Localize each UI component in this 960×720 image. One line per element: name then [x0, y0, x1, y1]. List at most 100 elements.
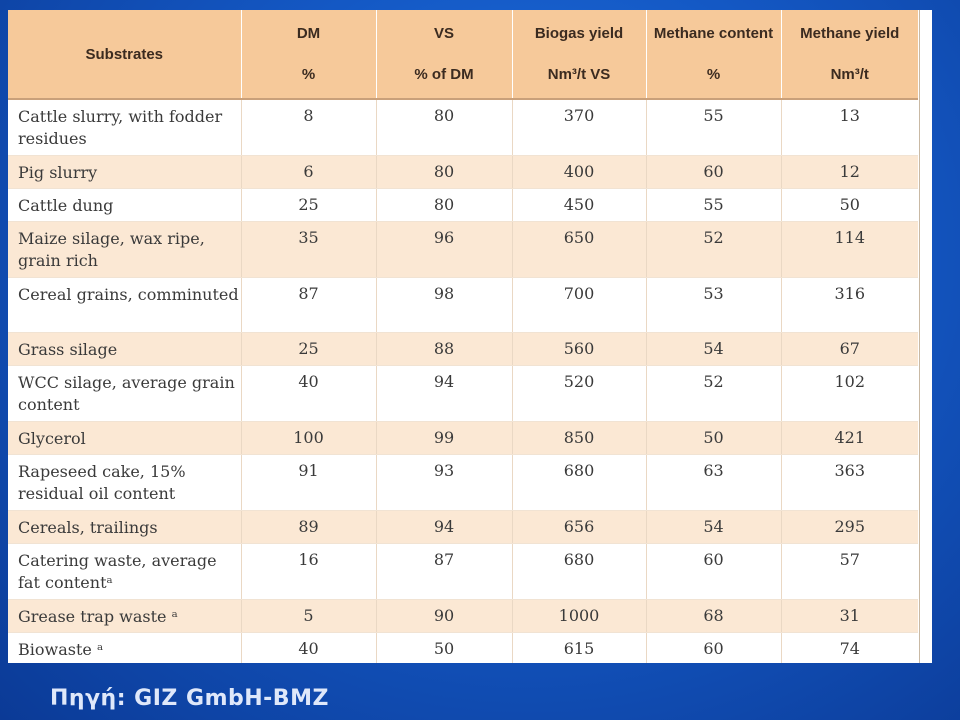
cell-biogas-yield: 1000	[511, 599, 646, 633]
cell-dm: 25	[240, 188, 376, 222]
cell-vs: 93	[375, 454, 512, 511]
cell-methane-content: 52	[645, 365, 781, 422]
cell-methane-yield: 363	[780, 454, 918, 511]
header-methane-yield: Methane yield Nm³/t	[780, 10, 918, 100]
table-image: Substrates DM% VS% of DM Biogas yield Nm³…	[8, 10, 932, 663]
table-row: Cereal grains, comminuted 87 98 700 53 316	[8, 277, 918, 333]
cell-methane-content: 60	[645, 632, 781, 663]
table-row: Rapeseed cake, 15% residual oil content 9…	[8, 454, 918, 511]
cell-methane-content: 68	[645, 599, 781, 633]
cell-methane-content: 50	[645, 421, 781, 455]
cell-methane-yield: 67	[780, 332, 918, 366]
cell-biogas-yield: 450	[511, 188, 646, 222]
header-dm: DM%	[240, 10, 376, 100]
cell-methane-yield: 50	[780, 188, 918, 222]
cell-dm: 87	[240, 277, 376, 333]
source-caption: Πηγή: GIZ GmbH-BMZ	[50, 686, 329, 711]
table-row: WCC silage, average grain content 40 94 520…	[8, 365, 918, 422]
biogas-substrates-table: Substrates DM% VS% of DM Biogas yield Nm³…	[8, 10, 918, 663]
table-right-edge	[919, 10, 932, 663]
header-row: Substrates DM% VS% of DM Biogas yield Nm³…	[8, 10, 918, 100]
cell-vs: 50	[375, 632, 512, 663]
cell-dm: 91	[240, 454, 376, 511]
cell-vs: 98	[375, 277, 512, 333]
table-row: Maize silage, wax ripe, grain rich 35 96 65…	[8, 221, 918, 278]
table-row: Grease trap waste ᵃ 5 90 1000 68 31	[8, 599, 918, 633]
header-biogas-yield: Biogas yield Nm³/t VS	[511, 10, 646, 100]
cell-vs: 94	[375, 510, 512, 544]
cell-substrate: Biowaste ᵃ	[8, 632, 241, 663]
cell-methane-yield: 12	[780, 155, 918, 189]
cell-dm: 40	[240, 632, 376, 663]
cell-biogas-yield: 680	[511, 454, 646, 511]
cell-substrate: Grease trap waste ᵃ	[8, 599, 241, 633]
cell-methane-yield: 13	[780, 99, 918, 156]
cell-vs: 80	[375, 155, 512, 189]
cell-methane-content: 54	[645, 510, 781, 544]
cell-vs: 90	[375, 599, 512, 633]
cell-substrate: Grass silage	[8, 332, 241, 366]
cell-dm: 35	[240, 221, 376, 278]
table-row: Pig slurry 6 80 400 60 12	[8, 155, 918, 189]
cell-biogas-yield: 560	[511, 332, 646, 366]
table-row: Glycerol 100 99 850 50 421	[8, 421, 918, 455]
cell-biogas-yield: 370	[511, 99, 646, 156]
cell-substrate: Cattle slurry, with fodder residues	[8, 99, 241, 156]
table-row: Cattle dung 25 80 450 55 50	[8, 188, 918, 222]
cell-methane-yield: 57	[780, 543, 918, 600]
cell-biogas-yield: 615	[511, 632, 646, 663]
cell-dm: 25	[240, 332, 376, 366]
cell-vs: 99	[375, 421, 512, 455]
cell-biogas-yield: 850	[511, 421, 646, 455]
cell-vs: 96	[375, 221, 512, 278]
cell-methane-yield: 74	[780, 632, 918, 663]
cell-biogas-yield: 400	[511, 155, 646, 189]
cell-dm: 89	[240, 510, 376, 544]
cell-substrate: Catering waste, average fat contentᵃ	[8, 543, 241, 600]
table-row: Cereals, trailings 89 94 656 54 295	[8, 510, 918, 544]
cell-substrate: Cereals, trailings	[8, 510, 241, 544]
cell-biogas-yield: 680	[511, 543, 646, 600]
header-substrates: Substrates	[8, 10, 241, 100]
cell-methane-content: 55	[645, 99, 781, 156]
cell-biogas-yield: 700	[511, 277, 646, 333]
cell-dm: 8	[240, 99, 376, 156]
cell-methane-content: 60	[645, 155, 781, 189]
cell-methane-yield: 102	[780, 365, 918, 422]
cell-methane-yield: 31	[780, 599, 918, 633]
cell-substrate: Cattle dung	[8, 188, 241, 222]
cell-vs: 80	[375, 99, 512, 156]
cell-vs: 88	[375, 332, 512, 366]
cell-methane-content: 52	[645, 221, 781, 278]
cell-substrate: Pig slurry	[8, 155, 241, 189]
cell-methane-content: 60	[645, 543, 781, 600]
cell-biogas-yield: 656	[511, 510, 646, 544]
cell-methane-yield: 316	[780, 277, 918, 333]
table-body: Cattle slurry, with fodder residues 8 80 37…	[8, 99, 918, 663]
cell-dm: 40	[240, 365, 376, 422]
cell-vs: 87	[375, 543, 512, 600]
table-row: Cattle slurry, with fodder residues 8 80 37…	[8, 99, 918, 156]
header-vs: VS% of DM	[375, 10, 512, 100]
cell-dm: 100	[240, 421, 376, 455]
cell-biogas-yield: 520	[511, 365, 646, 422]
cell-methane-yield: 114	[780, 221, 918, 278]
cell-methane-content: 63	[645, 454, 781, 511]
cell-vs: 80	[375, 188, 512, 222]
cell-substrate: WCC silage, average grain content	[8, 365, 241, 422]
cell-methane-yield: 295	[780, 510, 918, 544]
cell-methane-content: 54	[645, 332, 781, 366]
table-row: Grass silage 25 88 560 54 67	[8, 332, 918, 366]
cell-substrate: Maize silage, wax ripe, grain rich	[8, 221, 241, 278]
cell-dm: 6	[240, 155, 376, 189]
cell-substrate: Glycerol	[8, 421, 241, 455]
cell-substrate: Rapeseed cake, 15% residual oil content	[8, 454, 241, 511]
cell-dm: 5	[240, 599, 376, 633]
cell-biogas-yield: 650	[511, 221, 646, 278]
table-row: Biowaste ᵃ 40 50 615 60 74	[8, 632, 918, 663]
cell-vs: 94	[375, 365, 512, 422]
table-row: Catering waste, average fat contentᵃ 16 87…	[8, 543, 918, 600]
header-methane-content: Methane content%	[645, 10, 781, 100]
cell-substrate: Cereal grains, comminuted	[8, 277, 241, 333]
cell-methane-yield: 421	[780, 421, 918, 455]
